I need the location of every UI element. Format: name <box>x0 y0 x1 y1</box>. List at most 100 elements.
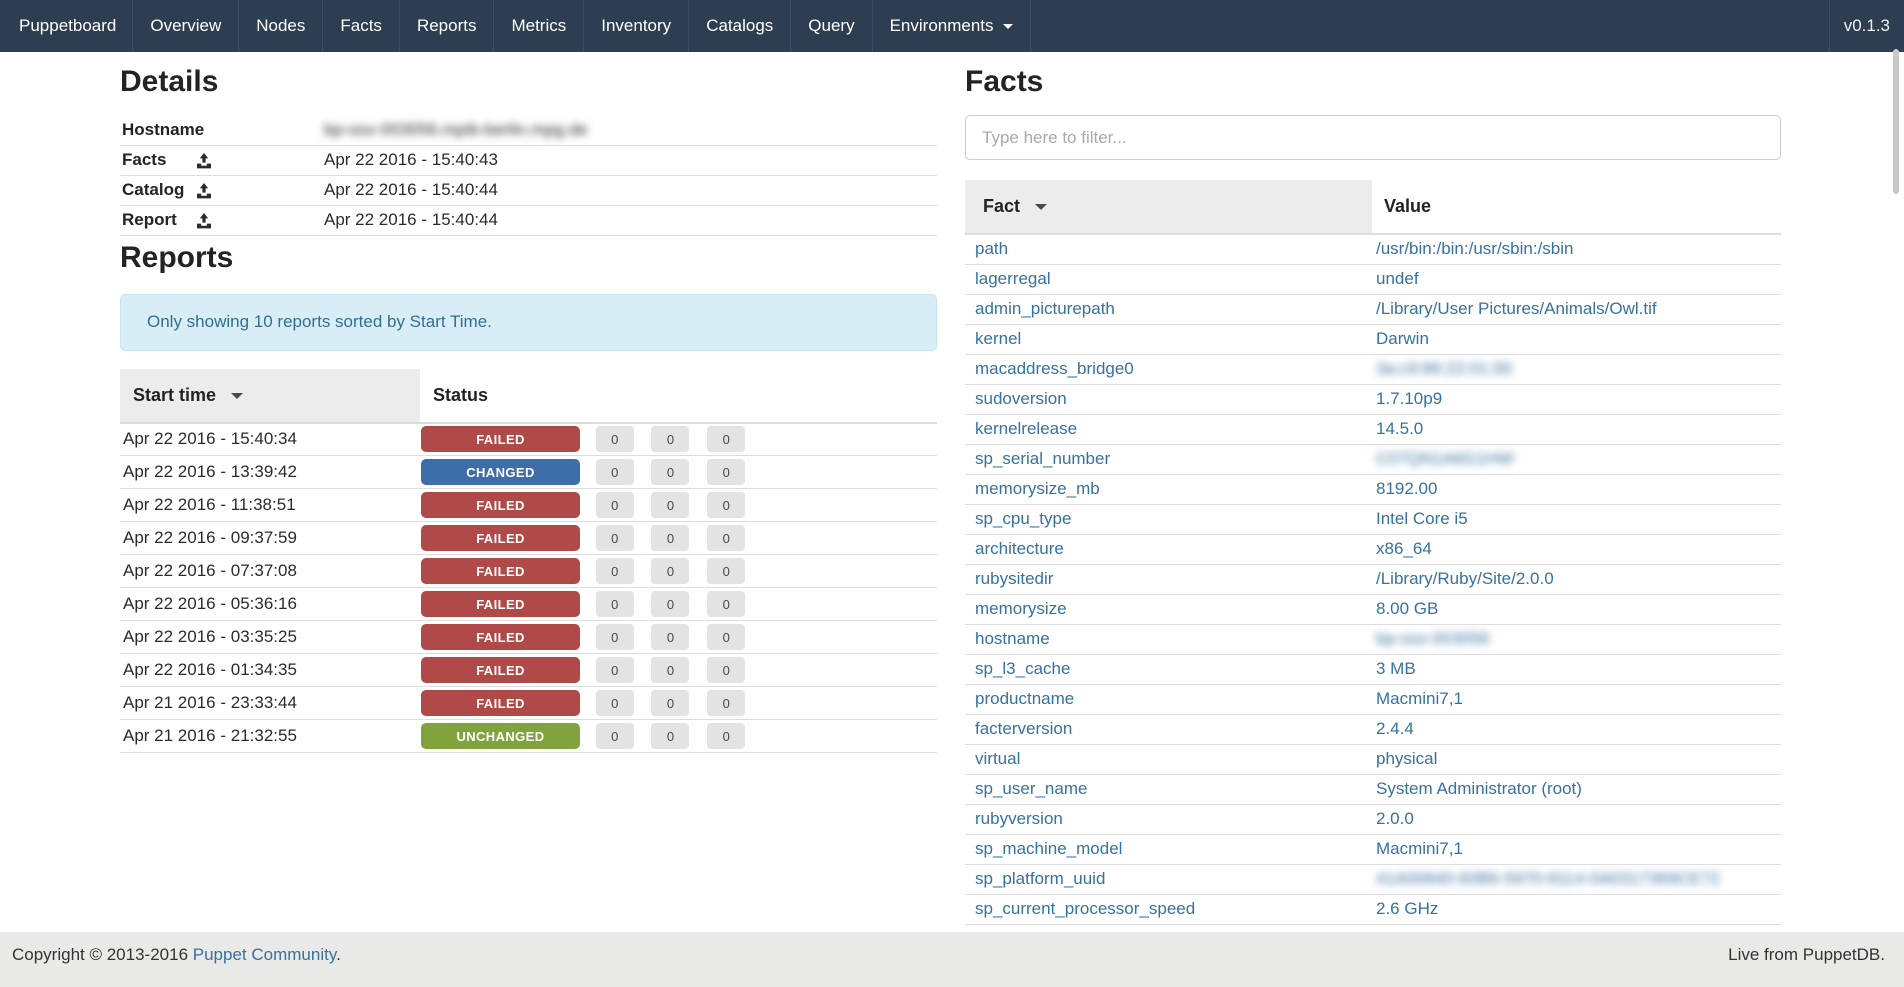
fact-link-hostname[interactable]: hostname <box>975 629 1050 648</box>
fact-value-link[interactable]: bp-osx-003056 <box>1376 629 1490 648</box>
fact-link-lagerregal[interactable]: lagerregal <box>975 269 1051 288</box>
fact-link-sp-cpu-type[interactable]: sp_cpu_type <box>975 509 1072 528</box>
report-count-badge: 0 <box>651 459 690 485</box>
report-row[interactable]: Apr 22 2016 - 15:40:34 FAILED 0 0 0 <box>120 422 937 456</box>
column-header-status[interactable]: Status <box>420 368 937 424</box>
fact-link-rubyversion[interactable]: rubyversion <box>975 809 1063 828</box>
detail-label: Facts <box>122 150 167 169</box>
fact-link-memorysize-mb[interactable]: memorysize_mb <box>975 479 1100 498</box>
fact-link-admin-picturepath[interactable]: admin_picturepath <box>975 299 1115 318</box>
fact-value-link[interactable]: 2.6 GHz <box>1376 899 1439 918</box>
reports-table: Start time Status Apr 22 2016 - 15:40:34… <box>120 368 937 753</box>
report-row[interactable]: Apr 22 2016 - 05:36:16 FAILED 0 0 0 <box>120 587 937 621</box>
nav-item-query[interactable]: Query <box>791 0 873 52</box>
nav-item-facts[interactable]: Facts <box>323 0 400 52</box>
fact-link-rubysitedir[interactable]: rubysitedir <box>975 569 1054 588</box>
fact-value-link[interactable]: /Library/Ruby/Site/2.0.0 <box>1376 569 1554 588</box>
upload-icon <box>196 152 212 169</box>
report-row[interactable]: Apr 22 2016 - 01:34:35 FAILED 0 0 0 <box>120 653 937 687</box>
fact-link-productname[interactable]: productname <box>975 689 1075 708</box>
fact-link-sp-machine-model[interactable]: sp_machine_model <box>975 839 1123 858</box>
report-count-badge: 0 <box>651 624 690 650</box>
nav-item-metrics[interactable]: Metrics <box>494 0 585 52</box>
report-start-time: Apr 22 2016 - 11:38:51 <box>120 488 420 522</box>
puppet-community-link[interactable]: Puppet Community <box>192 945 337 964</box>
nav-item-inventory[interactable]: Inventory <box>584 0 690 52</box>
fact-value-link[interactable]: 8192.00 <box>1376 479 1438 498</box>
fact-value-link[interactable]: Darwin <box>1376 329 1429 348</box>
report-count-badge: 0 <box>651 657 690 683</box>
fact-link-sp-serial-number[interactable]: sp_serial_number <box>975 449 1111 468</box>
fact-row: virtual physical <box>965 744 1781 775</box>
detail-row: Hostname bp-osx-003056.mpib-berlin.mpg.d… <box>120 115 937 146</box>
fact-value-link[interactable]: Macmini7,1 <box>1376 839 1463 858</box>
fact-value-link[interactable]: 2.0.0 <box>1376 809 1414 828</box>
fact-value-link[interactable]: C07QN1A6G1HW <box>1376 449 1514 468</box>
fact-link-sp-l3-cache[interactable]: sp_l3_cache <box>975 659 1071 678</box>
nav-item-environments[interactable]: Environments <box>873 0 1031 52</box>
fact-value-link[interactable]: Macmini7,1 <box>1376 689 1463 708</box>
fact-value-link[interactable]: /Library/User Pictures/Animals/Owl.tif <box>1376 299 1657 318</box>
fact-row: sp_machine_model Macmini7,1 <box>965 834 1781 865</box>
fact-link-facterversion[interactable]: facterversion <box>975 719 1073 738</box>
report-start-time: Apr 21 2016 - 21:32:55 <box>120 719 420 753</box>
fact-row: rubysitedir /Library/Ruby/Site/2.0.0 <box>965 564 1781 595</box>
report-row[interactable]: Apr 21 2016 - 21:32:55 UNCHANGED 0 0 0 <box>120 719 937 753</box>
fact-value-link[interactable]: x86_64 <box>1376 539 1432 558</box>
fact-link-architecture[interactable]: architecture <box>975 539 1064 558</box>
column-header-value[interactable]: Value <box>1372 180 1781 235</box>
fact-value-link[interactable]: 8.00 GB <box>1376 599 1439 618</box>
fact-row: sp_l3_cache 3 MB <box>965 654 1781 685</box>
report-count-badge: 0 <box>707 690 746 716</box>
report-status-badge: FAILED <box>421 426 580 453</box>
fact-link-kernelrelease[interactable]: kernelrelease <box>975 419 1078 438</box>
report-row[interactable]: Apr 22 2016 - 13:39:42 CHANGED 0 0 0 <box>120 455 937 489</box>
fact-link-memorysize[interactable]: memorysize <box>975 599 1067 618</box>
report-start-time: Apr 21 2016 - 23:33:44 <box>120 686 420 720</box>
upload-icon <box>196 182 212 199</box>
fact-value-link[interactable]: 14.5.0 <box>1376 419 1424 438</box>
report-row[interactable]: Apr 22 2016 - 03:35:25 FAILED 0 0 0 <box>120 620 937 654</box>
report-row[interactable]: Apr 22 2016 - 11:38:51 FAILED 0 0 0 <box>120 488 937 522</box>
report-row[interactable]: Apr 22 2016 - 09:37:59 FAILED 0 0 0 <box>120 521 937 555</box>
node-details-section: Details Hostname bp-osx-00305 <box>120 52 937 925</box>
fact-value-link[interactable]: 1.7.10p9 <box>1376 389 1443 408</box>
fact-value-link[interactable]: Intel Core i5 <box>1376 509 1468 528</box>
detail-value: bp-osx-003056.mpib-berlin.mpg.de <box>324 119 588 139</box>
nav-item-nodes[interactable]: Nodes <box>239 0 324 52</box>
fact-link-macaddress-bridge0[interactable]: macaddress_bridge0 <box>975 359 1134 378</box>
sort-desc-caret-icon <box>1035 204 1048 210</box>
fact-link-sudoversion[interactable]: sudoversion <box>975 389 1067 408</box>
nav-item-overview[interactable]: Overview <box>133 0 240 52</box>
fact-value-link[interactable]: physical <box>1376 749 1438 768</box>
fact-value-link[interactable]: 3 MB <box>1376 659 1416 678</box>
fact-value-link[interactable]: 2.4.4 <box>1376 719 1414 738</box>
report-count-badge: 0 <box>595 723 634 749</box>
fact-link-virtual[interactable]: virtual <box>975 749 1021 768</box>
fact-row: path /usr/bin:/bin:/usr/sbin:/sbin <box>965 234 1781 265</box>
fact-row: sp_user_name System Administrator (root) <box>965 774 1781 805</box>
fact-link-path[interactable]: path <box>975 239 1009 259</box>
fact-value-link[interactable]: undef <box>1376 269 1419 288</box>
fact-value-link[interactable]: /usr/bin:/bin:/usr/sbin:/sbin <box>1376 239 1574 259</box>
facts-filter-input[interactable] <box>965 115 1781 160</box>
facts-title: Facts <box>965 65 1044 98</box>
report-start-time: Apr 22 2016 - 05:36:16 <box>120 587 420 621</box>
scrollbar-thumb[interactable] <box>1893 49 1899 194</box>
fact-value-link[interactable]: 3a:c9:86:22:01:00 <box>1376 359 1513 378</box>
report-start-time: Apr 22 2016 - 01:34:35 <box>120 653 420 687</box>
nav-item-reports[interactable]: Reports <box>400 0 495 52</box>
fact-value-link[interactable]: 41A00840-60B6-5970-8114-0A0317369CE72 <box>1376 869 1720 888</box>
fact-link-sp-platform-uuid[interactable]: sp_platform_uuid <box>975 869 1106 888</box>
fact-link-kernel[interactable]: kernel <box>975 329 1022 348</box>
report-row[interactable]: Apr 21 2016 - 23:33:44 FAILED 0 0 0 <box>120 686 937 720</box>
report-count-badge: 0 <box>707 591 746 617</box>
fact-link-sp-current-processor-speed[interactable]: sp_current_processor_speed <box>975 899 1196 918</box>
nav-item-catalogs[interactable]: Catalogs <box>689 0 792 52</box>
column-header-start-time[interactable]: Start time <box>120 368 420 424</box>
report-row[interactable]: Apr 22 2016 - 07:37:08 FAILED 0 0 0 <box>120 554 937 588</box>
fact-value-link[interactable]: System Administrator (root) <box>1376 779 1582 798</box>
column-header-fact[interactable]: Fact <box>965 180 1372 235</box>
navbar-brand[interactable]: Puppetboard <box>0 0 134 52</box>
fact-link-sp-user-name[interactable]: sp_user_name <box>975 779 1088 798</box>
